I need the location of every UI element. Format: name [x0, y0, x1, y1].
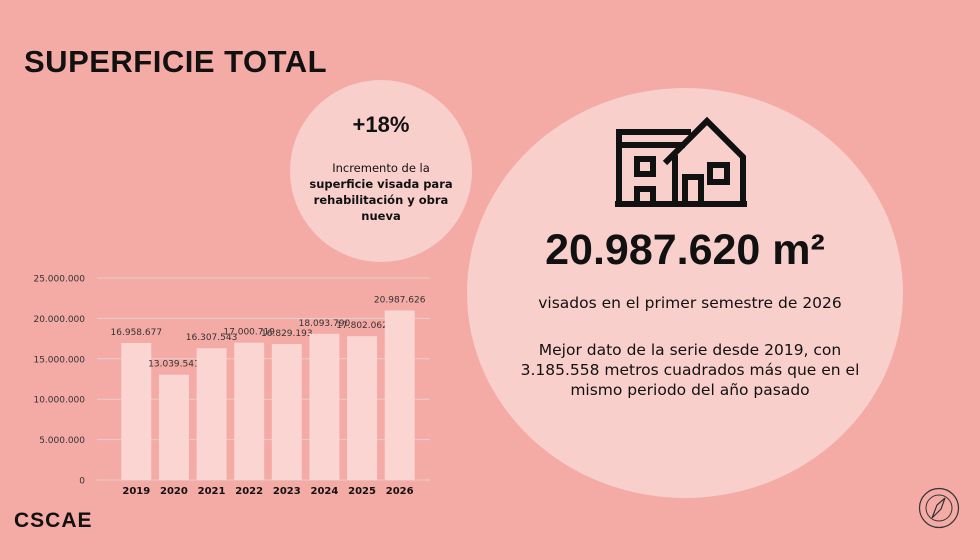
- x-tick-label: 2025: [348, 486, 376, 497]
- x-tick-label: 2021: [198, 486, 226, 497]
- x-tick-label: 2024: [311, 486, 339, 497]
- bar: [234, 342, 265, 480]
- x-tick-label: 2026: [386, 486, 414, 497]
- increment-circle: [290, 80, 472, 262]
- bar-value-label: 17.000.719: [223, 328, 275, 338]
- bar-value-label: 13.039.541: [148, 360, 200, 370]
- highlight-value: 20.987.620 m²: [545, 226, 825, 274]
- bar: [309, 333, 340, 480]
- bar: [158, 374, 189, 480]
- house-icon: [615, 116, 747, 207]
- bar-value-label: 20.987.626: [374, 295, 426, 305]
- increment-desc-bold: superficie visada para rehabilitación y …: [309, 177, 453, 223]
- cscae-logo: CSCAE: [14, 509, 93, 532]
- y-tick-label: 25.000.000: [33, 275, 85, 285]
- bar-value-label: 16.307.543: [186, 333, 238, 343]
- x-tick-label: 2023: [273, 486, 301, 497]
- bar-value-label: 18.093.790: [299, 319, 351, 329]
- y-tick-label: 0: [79, 477, 85, 487]
- bar-value-label: 17.802.062: [336, 321, 388, 331]
- x-tick-label: 2020: [160, 486, 188, 497]
- increment-description: Incremento de la superficie visada para …: [305, 160, 457, 224]
- y-tick-label: 20.000.000: [33, 315, 85, 325]
- bar-value-label: 16.958.677: [111, 328, 163, 338]
- bar: [196, 348, 227, 480]
- x-tick-label: 2022: [235, 486, 263, 497]
- y-tick-label: 15.000.000: [33, 355, 85, 365]
- compass-icon: [918, 487, 960, 529]
- increment-desc-normal: Incremento de la: [332, 161, 430, 175]
- increment-value: +18%: [352, 112, 410, 137]
- page-title: SUPERFICIE TOTAL: [24, 44, 328, 79]
- bar: [271, 344, 302, 480]
- bar: [347, 336, 378, 480]
- highlight-line1: visados en el primer semestre de 2026: [538, 294, 842, 312]
- y-tick-label: 5.000.000: [39, 436, 85, 446]
- highlight-line2: Mejor dato de la serie desde 2019, con 3…: [520, 341, 860, 399]
- x-tick-label: 2019: [122, 486, 150, 497]
- bar: [384, 310, 415, 480]
- y-tick-label: 10.000.000: [33, 396, 85, 406]
- bar: [121, 342, 152, 480]
- bar-value-label: 16.829.193: [261, 329, 313, 339]
- bar-chart: 0 5.000.000 10.000.000 15.000.000 20.000.000…: [33, 275, 430, 497]
- highlight-circle: [467, 88, 903, 498]
